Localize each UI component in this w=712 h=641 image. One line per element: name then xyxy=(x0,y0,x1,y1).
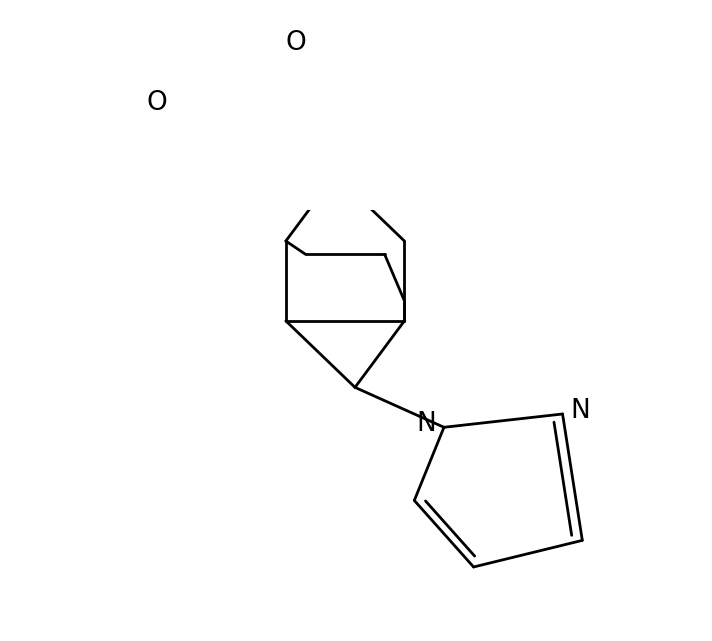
Text: O: O xyxy=(286,31,306,56)
Text: O: O xyxy=(147,90,168,116)
Text: N: N xyxy=(570,397,590,424)
Text: N: N xyxy=(417,411,436,437)
